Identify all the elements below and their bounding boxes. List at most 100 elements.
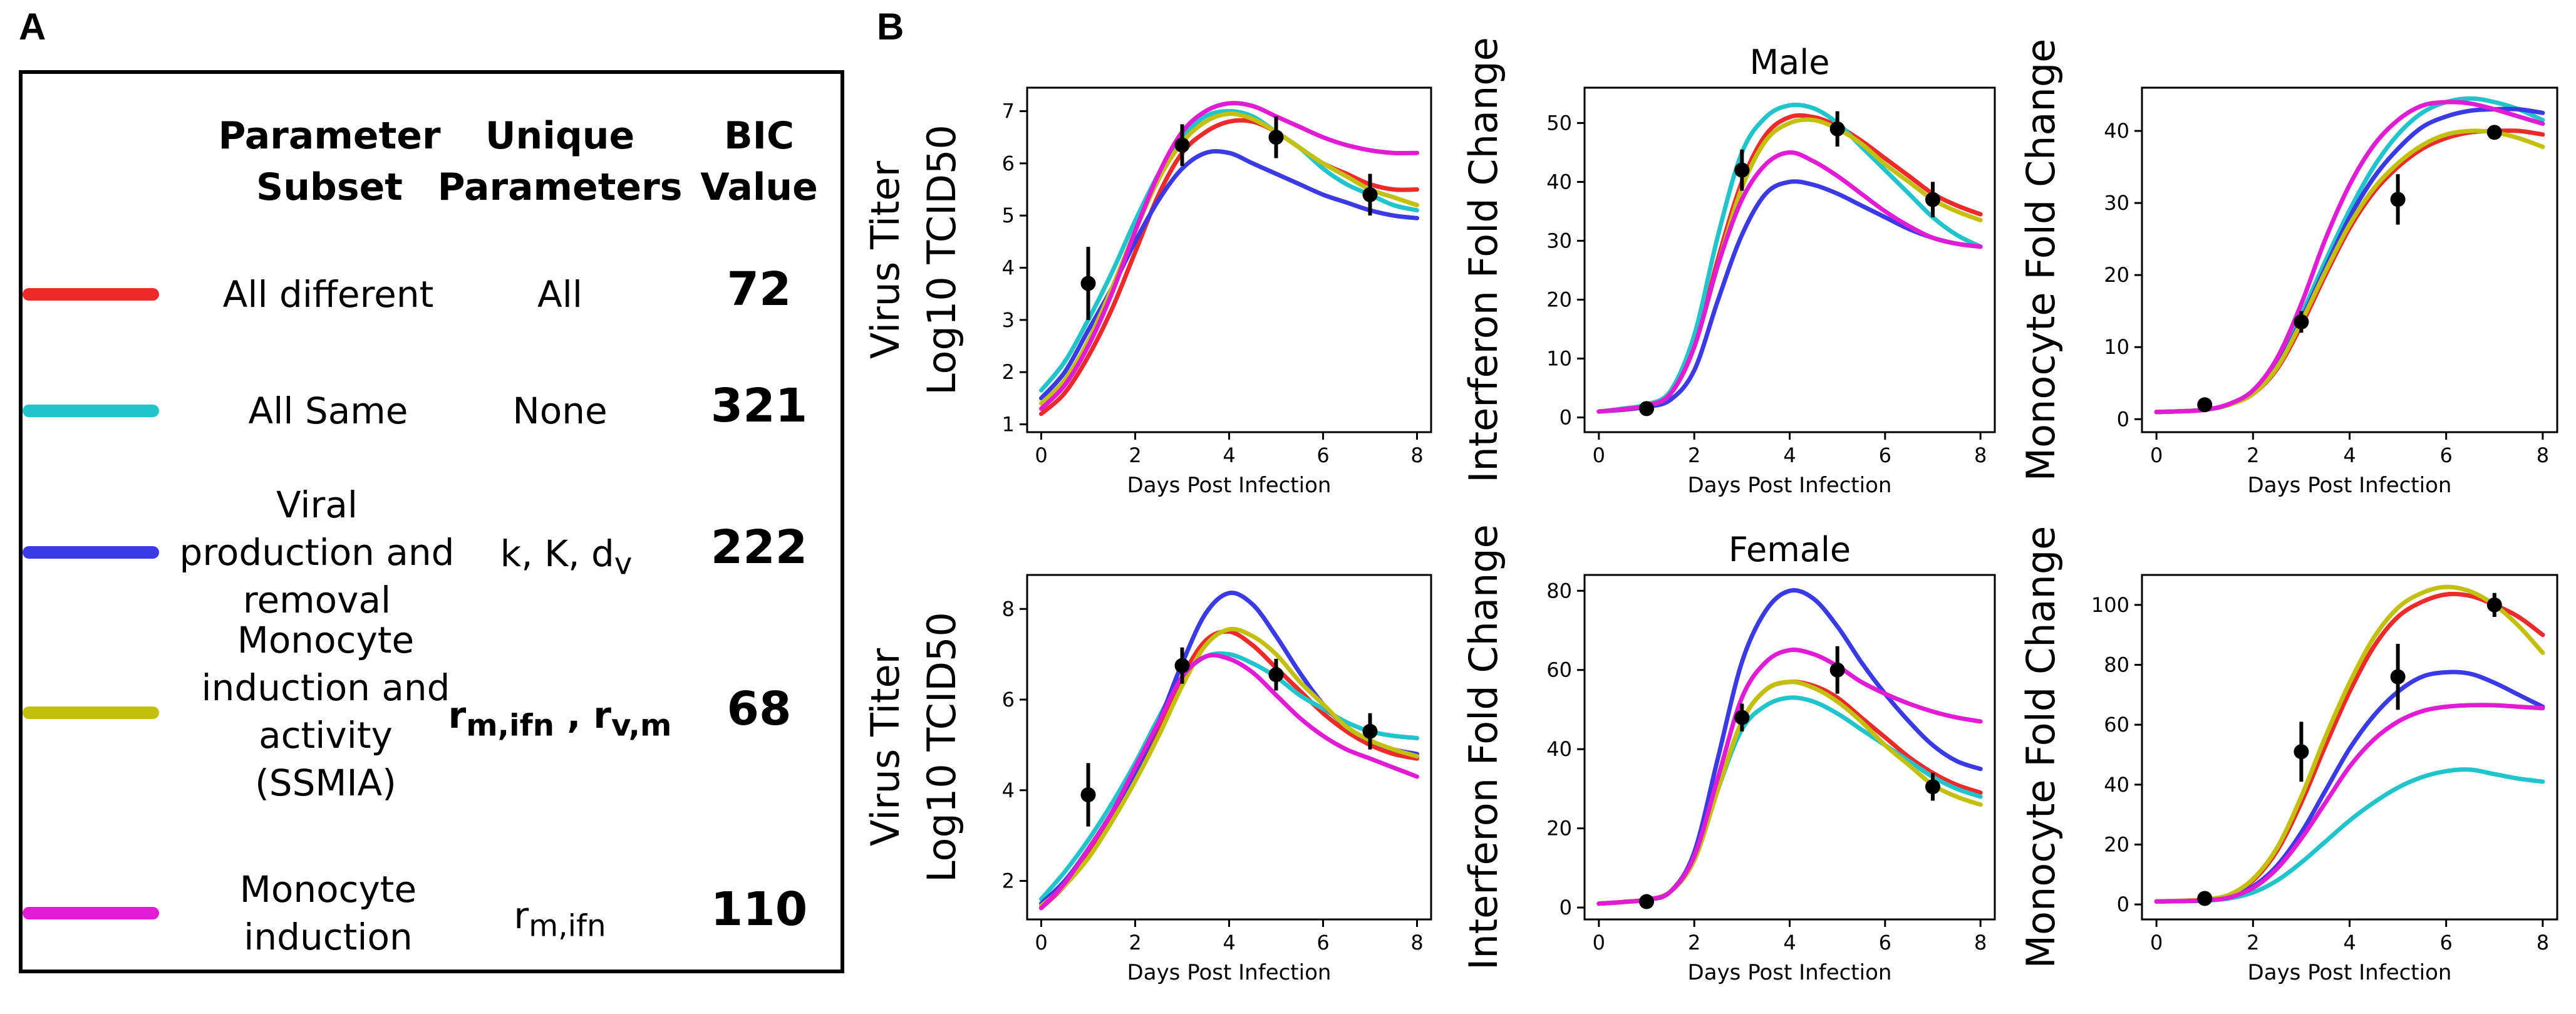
y-tick-label: 8 bbox=[1002, 597, 1015, 621]
x-tick-label: 6 bbox=[1316, 931, 1329, 955]
panel-label-a: A bbox=[19, 6, 46, 48]
x-tick-label: 2 bbox=[1129, 443, 1141, 467]
legend-swatch-monocyte-induction bbox=[23, 907, 159, 919]
x-tick-label: 6 bbox=[1879, 931, 1891, 955]
y-tick-label: 50 bbox=[1546, 111, 1572, 135]
y-axis-label: Log10 TCID50 bbox=[919, 125, 965, 395]
series-line-monocyte-induction bbox=[2154, 703, 2545, 904]
x-tick-label: 0 bbox=[1035, 931, 1047, 955]
x-tick-label: 2 bbox=[1688, 931, 1700, 955]
legend-swatch-all-same bbox=[23, 405, 159, 417]
subset-line: activity bbox=[259, 714, 393, 757]
x-tick-label: 2 bbox=[2247, 443, 2259, 467]
series-line-monocyte-induction bbox=[1039, 653, 1419, 911]
y-tick-label: 0 bbox=[1560, 405, 1572, 429]
series-line-all-different bbox=[1039, 629, 1419, 911]
data-point bbox=[1639, 401, 1655, 416]
y-tick-label: 4 bbox=[1002, 256, 1015, 280]
y-axis-label: Monocyte Fold Change bbox=[2018, 39, 2064, 482]
data-point bbox=[1174, 658, 1190, 673]
x-axis-label: Days Post Infection bbox=[2248, 960, 2452, 985]
data-point bbox=[1080, 787, 1096, 802]
y-tick-label: 20 bbox=[1546, 817, 1572, 841]
legend-swatch-ssmia bbox=[23, 706, 159, 719]
row-unique-all-same: None bbox=[512, 390, 608, 432]
chart-virus-male: 0 2 4 6 8 1 2 3 4 5 6 7 Days Post Infection Virus Tit… bbox=[862, 86, 1432, 498]
y-tick-label: 40 bbox=[2104, 119, 2129, 143]
chart-virus-female: 0 2 4 6 8 2 4 6 8 Days Post Infection Virus Titer L… bbox=[862, 574, 1432, 985]
series-line-all-same bbox=[1039, 109, 1419, 393]
row-bic-monocyte-induction: 110 bbox=[710, 882, 808, 936]
y-tick-label: 80 bbox=[2104, 653, 2129, 676]
series-line-all-same bbox=[2154, 767, 2545, 904]
data-point bbox=[2294, 314, 2309, 329]
x-tick-label: 6 bbox=[1316, 443, 1329, 467]
series-line-monocyte-induction bbox=[1596, 648, 1983, 906]
subset-line: All Same bbox=[248, 390, 408, 432]
data-point bbox=[1268, 130, 1284, 145]
subset-line: production and bbox=[179, 531, 455, 574]
y-tick-label: 0 bbox=[2117, 892, 2129, 916]
x-tick-label: 0 bbox=[1593, 931, 1605, 955]
header-line: Unique bbox=[485, 114, 635, 158]
series-line-all-same bbox=[1596, 695, 1983, 906]
subset-line: Monocyte bbox=[239, 868, 417, 911]
series-line-viral-production-and-removal bbox=[1596, 588, 1983, 906]
series-line-ssmia bbox=[2154, 128, 2545, 415]
chart-title: Female bbox=[1729, 530, 1851, 569]
row-bic-all-different: 72 bbox=[727, 262, 792, 316]
header-line: Subset bbox=[256, 165, 403, 209]
plot-frame bbox=[1583, 86, 1996, 433]
data-point bbox=[1268, 667, 1284, 683]
series-line-all-different bbox=[1039, 118, 1419, 416]
x-tick-label: 0 bbox=[2150, 443, 2163, 467]
series-line-all-different bbox=[1596, 679, 1983, 906]
data-point bbox=[2294, 744, 2309, 760]
y-tick-label: 10 bbox=[1546, 346, 1572, 370]
x-tick-label: 4 bbox=[1223, 931, 1235, 955]
y-tick-label: 20 bbox=[2104, 263, 2129, 287]
data-point bbox=[1829, 121, 1845, 137]
series-line-all-different bbox=[1596, 113, 1983, 414]
y-axis-label: Log10 TCID50 bbox=[919, 612, 965, 882]
header-line: BIC bbox=[723, 114, 795, 158]
series-line-ssmia bbox=[1596, 117, 1983, 414]
x-axis-label: Days Post Infection bbox=[2248, 473, 2452, 498]
x-tick-label: 8 bbox=[1974, 443, 1987, 467]
y-tick-label: 60 bbox=[2104, 713, 2129, 737]
x-tick-label: 4 bbox=[2343, 443, 2356, 467]
y-tick-label: 30 bbox=[1546, 229, 1572, 252]
series-line-viral-production-and-removal bbox=[2154, 106, 2545, 415]
subset-line: Viral bbox=[276, 484, 358, 526]
y-axis-label: Virus Titer bbox=[862, 648, 908, 846]
x-tick-label: 6 bbox=[2440, 931, 2453, 955]
header-unique-parameters: Unique Parameters bbox=[438, 110, 683, 213]
legend-swatch-viral-production bbox=[23, 546, 159, 559]
panel-label-b: B bbox=[877, 6, 904, 48]
subset-line: (SSMIA) bbox=[255, 762, 396, 804]
subset-line: All different bbox=[222, 273, 434, 316]
data-point bbox=[1925, 192, 1940, 207]
x-axis-label: Days Post Infection bbox=[1688, 960, 1892, 985]
data-point bbox=[2486, 597, 2502, 613]
data-point bbox=[1829, 662, 1845, 678]
chart-ifn-male: 0 2 4 6 8 0 10 20 30 40 50 Days Post Infection Inter… bbox=[1461, 37, 1996, 498]
y-tick-label: 20 bbox=[1546, 287, 1572, 311]
data-point bbox=[1362, 723, 1378, 739]
row-bic-viral-production: 222 bbox=[710, 520, 808, 574]
x-tick-label: 8 bbox=[1974, 931, 1987, 955]
x-tick-label: 4 bbox=[1783, 443, 1796, 467]
row-unique-ssmia: rm,ifn , rv,m bbox=[448, 694, 672, 743]
y-tick-label: 2 bbox=[1002, 869, 1015, 892]
x-tick-label: 6 bbox=[2440, 443, 2453, 467]
y-tick-label: 0 bbox=[1560, 896, 1572, 919]
header-bic-value: BIC Value bbox=[700, 110, 818, 213]
x-tick-label: 0 bbox=[1035, 443, 1047, 467]
series-line-ssmia bbox=[1039, 626, 1419, 908]
y-tick-label: 10 bbox=[2104, 335, 2129, 359]
header-parameter-subset: Parameter Subset bbox=[218, 110, 440, 213]
x-tick-label: 2 bbox=[1688, 443, 1700, 467]
x-tick-label: 4 bbox=[1223, 443, 1235, 467]
x-tick-label: 0 bbox=[2150, 931, 2163, 955]
